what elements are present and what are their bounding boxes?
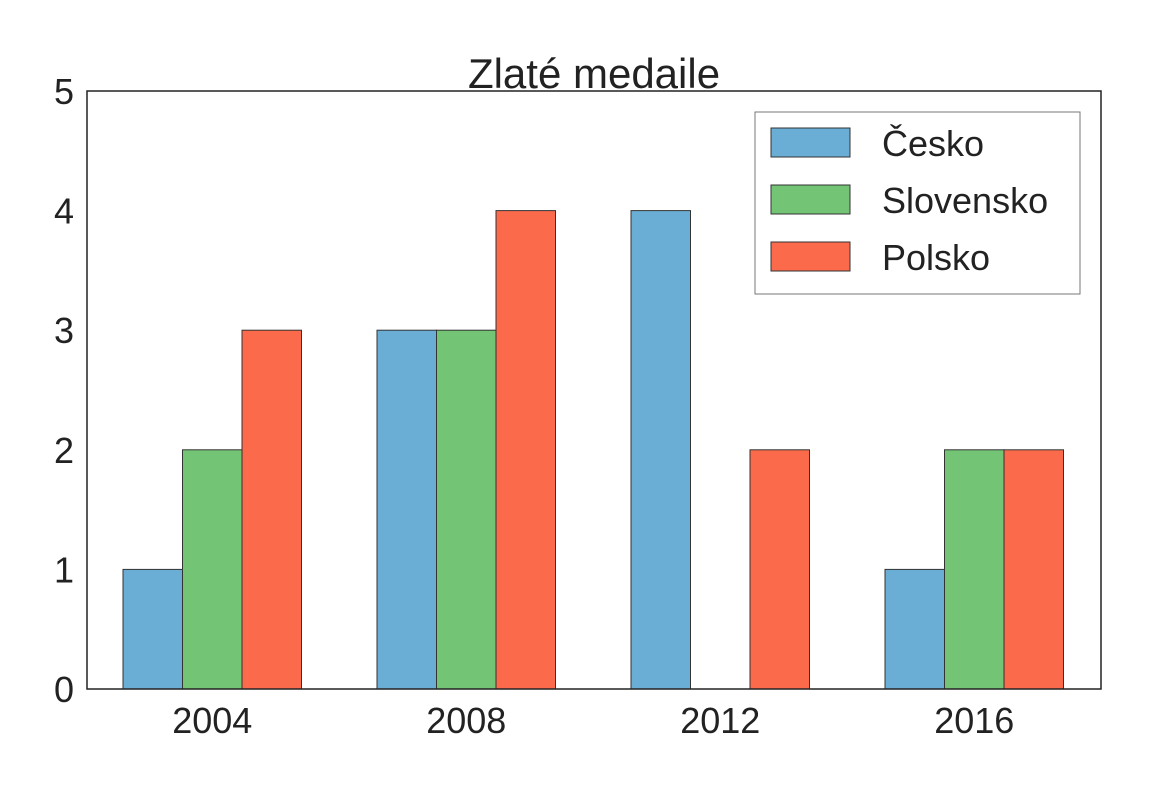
bars-group [122, 210, 1064, 690]
legend: Česko Slovensko Polsko [754, 111, 1081, 295]
y-tick-label: 1 [54, 549, 74, 590]
plot-frame [86, 90, 1102, 690]
legend-swatch [770, 184, 851, 215]
x-axis-ticks: 2004 2008 2012 2016 [172, 700, 1014, 741]
y-tick-label: 3 [54, 310, 74, 351]
y-tick-label: 4 [54, 191, 74, 232]
legend-swatch [770, 127, 851, 158]
bar-2016-0 [884, 568, 945, 690]
y-tick-label: 0 [54, 669, 74, 710]
bar-2004-1 [182, 449, 243, 690]
y-axis-ticks: 0 1 2 3 4 5 [54, 71, 74, 710]
bar-2004-2 [241, 329, 302, 690]
x-tick-label: 2008 [426, 700, 506, 741]
bar-2008-1 [436, 329, 497, 690]
legend-swatch [770, 241, 851, 272]
bar-2016-1 [944, 449, 1005, 690]
bar-2012-0 [630, 210, 691, 690]
legend-label: Slovensko [882, 180, 1048, 221]
bar-2016-2 [1003, 449, 1064, 690]
chart-title: Zlaté medaile [468, 50, 720, 97]
legend-label: Polsko [882, 237, 990, 278]
bar-2008-0 [376, 329, 437, 690]
legend-label: Česko [882, 123, 984, 164]
y-tick-label: 5 [54, 71, 74, 112]
bar-2008-2 [495, 210, 556, 690]
x-tick-label: 2016 [934, 700, 1014, 741]
y-tick-label: 2 [54, 430, 74, 471]
x-tick-label: 2012 [680, 700, 760, 741]
bar-2004-0 [122, 568, 183, 690]
bar-2012-2 [749, 449, 810, 690]
x-tick-label: 2004 [172, 700, 252, 741]
